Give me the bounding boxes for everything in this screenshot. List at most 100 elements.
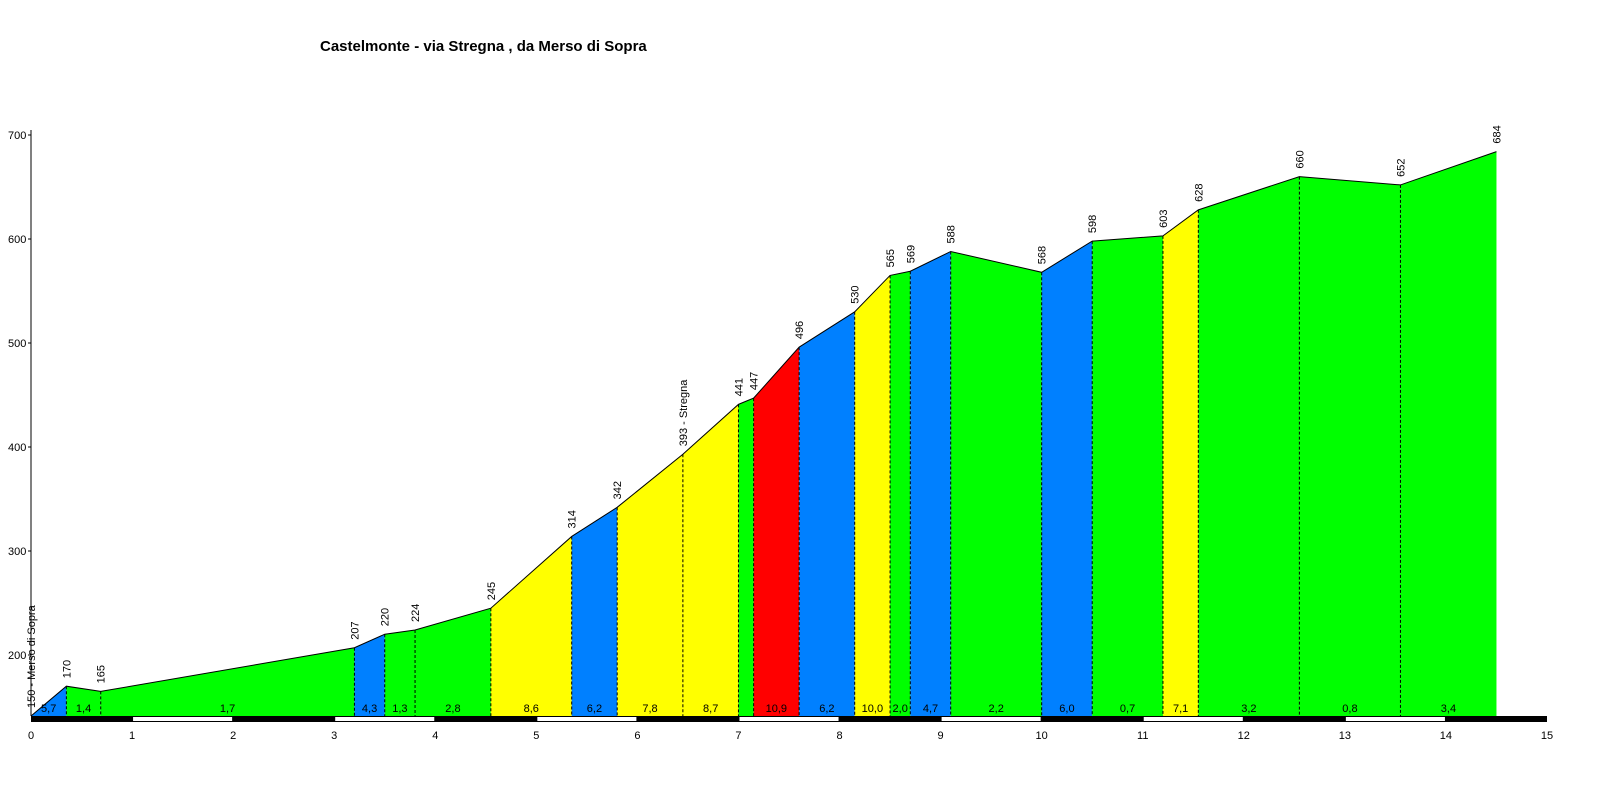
elevation-label: 170 [61,660,73,678]
segment-area [799,311,855,716]
x-tick-label: 10 [1036,730,1048,742]
y-tick-label: 400 [8,442,26,454]
x-axis-ticks: 0 1 2 3 4 5 6 7 8 9 10 11 12 13 14 15 [28,730,1553,742]
segment-area [738,398,754,716]
gradient-label: 6,0 [1059,703,1074,715]
km-bar-stripe [537,717,637,721]
segment-area [854,275,891,716]
gradient-label: 1,7 [220,703,235,715]
elevation-label: 224 [410,604,422,622]
gradient-label: 7,1 [1173,703,1188,715]
x-tick-label: 2 [230,730,236,742]
x-tick-label: 15 [1541,730,1553,742]
segment-area [753,347,800,716]
elevation-label: 530 [850,285,862,303]
segment-area [571,507,618,716]
y-tick-label: 300 [8,546,26,558]
gradient-label: 3,4 [1441,703,1456,715]
y-axis-ticks: 200 300 400 500 600 700 [8,130,31,662]
segment-areas [31,151,1497,717]
gradient-label: 10,0 [862,703,883,715]
segment-area [617,454,683,716]
segment-area [490,536,572,716]
segment-area [384,630,416,716]
segment-area [1041,241,1093,716]
elevation-label: 220 [380,608,392,626]
segment-area [890,271,911,716]
x-tick-label: 9 [938,730,944,742]
km-bar-stripe [1143,717,1243,721]
x-tick-label: 14 [1440,730,1452,742]
gradient-label: 6,2 [587,703,602,715]
chart-title: Castelmonte - via Stregna , da Merso di … [320,38,647,55]
gradient-label: 8,7 [703,703,718,715]
gradient-label: 6,2 [819,703,834,715]
km-scale-bar [31,716,1547,722]
y-tick-label: 600 [8,234,26,246]
gradient-label: 7,8 [642,703,657,715]
elevation-label: 393 - Stregna [678,379,690,447]
segment-area [415,608,491,716]
km-bar-stripe [739,717,839,721]
y-tick-label: 700 [8,130,26,142]
gradient-label: 4,3 [362,703,377,715]
segment-area [950,251,1042,717]
elevation-label: 496 [794,321,806,339]
segment-area [1299,176,1401,717]
gradient-label: 4,7 [923,703,938,715]
x-tick-label: 0 [28,730,34,742]
gradient-label: 0,7 [1120,703,1135,715]
x-tick-label: 3 [331,730,337,742]
x-tick-label: 6 [634,730,640,742]
elevation-label: 314 [567,510,579,528]
segment-area [66,686,101,716]
x-tick-label: 8 [836,730,842,742]
x-tick-label: 12 [1238,730,1250,742]
segment-area [682,404,739,716]
gradient-label: 2,2 [989,703,1004,715]
segment-area [1162,209,1199,716]
elevation-label: 598 [1087,215,1099,233]
segment-dividers [65,176,1401,716]
elevation-label: 628 [1193,184,1205,202]
gradient-label: 2,8 [445,703,460,715]
segment-area [1092,235,1163,716]
y-tick-label: 200 [8,650,26,662]
elevation-label: 207 [349,621,361,639]
gradient-label: 2,0 [893,703,908,715]
elevation-label: 660 [1294,150,1306,168]
elevation-label: 603 [1158,210,1170,228]
elevation-label: 150 - Merso di Sopra [26,604,38,708]
segment-area [1198,176,1300,717]
gradient-label: 1,4 [76,703,91,715]
x-tick-label: 5 [533,730,539,742]
y-tick-label: 500 [8,338,26,350]
elevation-label: 165 [96,665,108,683]
elevation-label: 245 [486,582,498,600]
elevation-label: 565 [885,249,897,267]
gradient-label: 1,3 [392,703,407,715]
km-bar-stripe [941,717,1041,721]
elevation-label: 568 [1037,246,1049,264]
x-tick-label: 7 [735,730,741,742]
km-bar-stripe [133,717,233,721]
elevation-label: 652 [1395,159,1407,177]
elevation-label: 441 [733,378,745,396]
x-tick-label: 11 [1137,730,1148,742]
x-tick-label: 1 [129,730,135,742]
gradient-label: 5,7 [41,703,56,715]
gradient-label: 0,8 [1342,703,1357,715]
segment-area [100,647,355,716]
elevation-label: 684 [1491,125,1503,143]
gradient-label: 8,6 [524,703,539,715]
elevation-label: 569 [905,245,917,263]
gradient-label: 10,9 [766,703,787,715]
km-bar-stripe [1345,717,1445,721]
gradient-labels: 5,7 1,4 1,7 4,3 1,3 2,8 8,6 6,2 7,8 8,7 10,9 6,2 10,… [41,703,1456,715]
elevation-line [30,151,1497,717]
segment-area [1400,151,1497,716]
km-bar-stripe [335,717,435,721]
elevation-label: 588 [946,225,958,243]
segment-area [354,634,385,716]
